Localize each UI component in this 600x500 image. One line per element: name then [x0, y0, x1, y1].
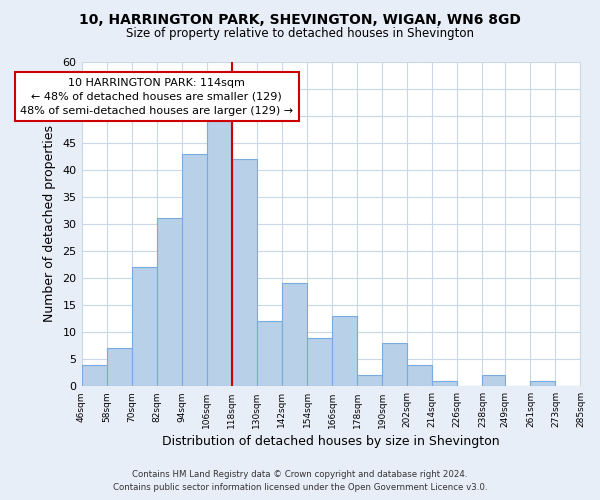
Text: 10, HARRINGTON PARK, SHEVINGTON, WIGAN, WN6 8GD: 10, HARRINGTON PARK, SHEVINGTON, WIGAN, … [79, 12, 521, 26]
Text: 10 HARRINGTON PARK: 114sqm
← 48% of detached houses are smaller (129)
48% of sem: 10 HARRINGTON PARK: 114sqm ← 48% of deta… [20, 78, 293, 116]
Y-axis label: Number of detached properties: Number of detached properties [43, 126, 56, 322]
Bar [207, 121, 232, 386]
Bar [157, 218, 182, 386]
Bar [107, 348, 131, 387]
Bar [257, 322, 282, 386]
Bar [482, 376, 505, 386]
Bar [131, 267, 157, 386]
Bar [332, 316, 357, 386]
Bar [307, 338, 332, 386]
Text: Contains HM Land Registry data © Crown copyright and database right 2024.
Contai: Contains HM Land Registry data © Crown c… [113, 470, 487, 492]
Bar [432, 381, 457, 386]
Bar [530, 381, 556, 386]
Bar [82, 364, 107, 386]
Bar [182, 154, 207, 386]
Bar [407, 364, 432, 386]
Bar [282, 284, 307, 387]
Text: Size of property relative to detached houses in Shevington: Size of property relative to detached ho… [126, 28, 474, 40]
Bar [357, 376, 382, 386]
Bar [382, 343, 407, 386]
Bar [232, 159, 257, 386]
X-axis label: Distribution of detached houses by size in Shevington: Distribution of detached houses by size … [162, 434, 500, 448]
